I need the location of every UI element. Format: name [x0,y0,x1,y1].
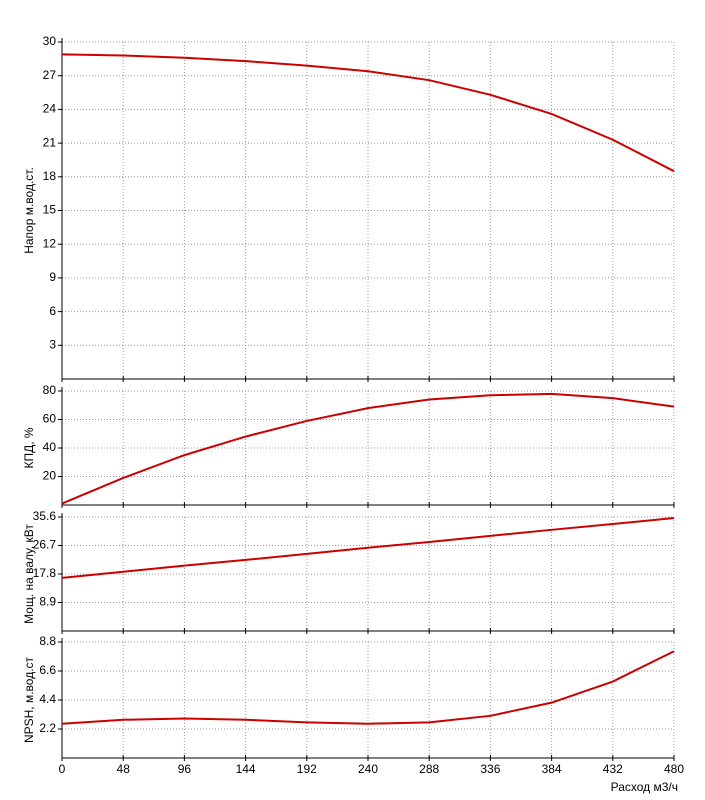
x-tick-label: 336 [480,762,500,776]
y-axis-title: NPSH, м.вод.ст [22,656,36,743]
y-tick-label: 4.4 [39,692,56,706]
y-tick-label: 6.6 [39,663,56,677]
x-tick-label: 192 [297,762,317,776]
y-tick-label: 17.8 [33,566,57,580]
y-tick-label: 21 [43,135,57,149]
y-tick-label: 40 [43,440,57,454]
series-line [61,516,675,579]
y-tick-label: 80 [43,383,57,397]
y-tick-label: 3 [49,337,56,351]
x-axis-title: Расход м3/ч [611,780,678,794]
y-tick-label: 60 [43,412,57,426]
y-tick-label: 12 [43,236,57,250]
x-tick-label: 48 [117,762,131,776]
y-tick-label: 27 [43,68,57,82]
x-tick-label: 432 [603,762,623,776]
x-tick-label: 384 [542,762,562,776]
x-tick-label: 240 [358,762,378,776]
y-tick-label: 8.8 [39,634,56,648]
x-tick-label: 96 [178,762,192,776]
x-tick-label: 144 [236,762,256,776]
y-tick-label: 9 [49,270,56,284]
y-axis-title: Мощ. на валу, кВт [22,524,36,624]
y-tick-label: 20 [43,469,57,483]
y-tick-label: 35.6 [33,509,57,523]
y-tick-label: 6 [49,304,56,318]
series-line [61,392,675,505]
y-tick-label: 2.2 [39,721,56,735]
y-axis-title: Напор м.вод.ст. [22,167,36,254]
y-tick-label: 30 [43,34,57,48]
y-tick-label: 26.7 [33,538,57,552]
x-tick-label: 480 [664,762,684,776]
y-tick-label: 24 [43,102,57,116]
y-axis-title: КПД, % [22,427,36,468]
y-tick-label: 15 [43,203,57,217]
x-tick-label: 288 [419,762,439,776]
y-tick-label: 18 [43,169,57,183]
y-tick-label: 8.9 [39,595,56,609]
series-line [61,53,675,173]
x-tick-label: 0 [59,762,66,776]
series-line [61,650,675,725]
